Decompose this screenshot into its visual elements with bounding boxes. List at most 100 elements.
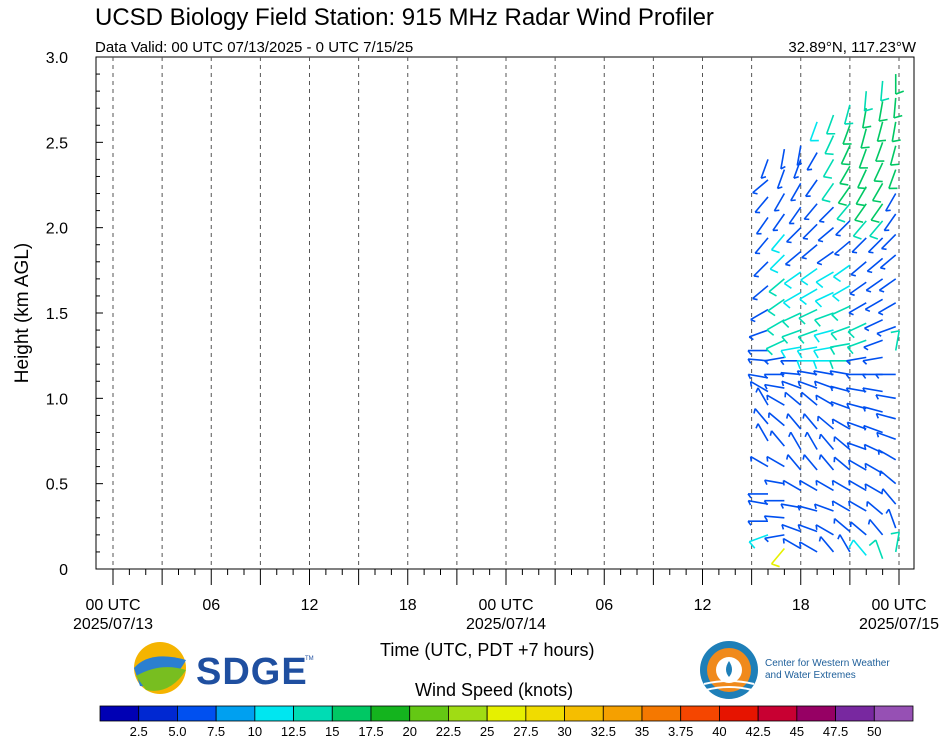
colorbar-swatch <box>254 705 294 722</box>
wind-barb <box>846 339 867 355</box>
y-tick-label: 1.0 <box>46 391 68 408</box>
colorbar-tick-label: 35 <box>635 724 649 739</box>
wind-barb <box>848 302 867 316</box>
wind-barb <box>839 165 851 186</box>
wind-barb <box>747 499 769 506</box>
wind-barb <box>869 220 884 240</box>
wind-barb <box>885 508 897 529</box>
wind-barb <box>836 203 851 223</box>
y-tick-label: 1.5 <box>46 306 68 323</box>
wind-barb <box>780 149 786 170</box>
wind-barb <box>865 278 884 293</box>
wind-barb <box>766 455 785 468</box>
wind-barb <box>854 203 867 224</box>
wind-barb <box>755 423 769 442</box>
wind-barb <box>781 523 802 533</box>
wind-barb <box>846 441 867 451</box>
wind-barb <box>766 319 785 336</box>
wind-barb <box>802 413 818 430</box>
wind-barb <box>815 479 834 492</box>
colorbar-tick-label: 2.5 <box>130 724 148 739</box>
x-axis-label: Time (UTC, PDT +7 hours) <box>380 640 595 660</box>
wind-barb <box>770 548 785 568</box>
wind-barb <box>780 371 801 378</box>
colorbar-swatch <box>138 705 178 722</box>
colorbar: 2.5 5.0 7.5 10 12.5 15 17.5 20 22.5 25 27.5 30 32.5 3… <box>99 705 914 739</box>
colorbar-tick-label: 5.0 <box>168 724 186 739</box>
wind-barb <box>802 454 818 471</box>
wind-barb <box>885 193 897 212</box>
station-coordinates: 32.89°N, 117.23°W <box>788 39 916 56</box>
wind-barb <box>752 285 769 301</box>
wind-barb <box>783 271 802 290</box>
wind-barb <box>747 493 768 499</box>
wind-barb <box>763 383 785 390</box>
wind-barb <box>852 220 867 240</box>
wind-barb <box>855 186 867 207</box>
y-tick-label: 2.5 <box>46 135 68 152</box>
wind-barb <box>822 158 835 179</box>
wind-barb <box>871 182 884 203</box>
wind-barb <box>818 454 835 471</box>
wind-barb <box>798 308 818 325</box>
wind-barb <box>815 394 834 406</box>
wind-barb <box>878 302 897 316</box>
wind-barb <box>883 213 897 232</box>
wind-barb <box>848 500 867 512</box>
wind-barb <box>858 148 868 169</box>
wind-barb <box>800 267 818 286</box>
wind-barb <box>831 305 851 322</box>
cw3e-name-line1: Center for Western Weather <box>765 658 890 669</box>
wind-barbs <box>747 74 905 568</box>
wind-barb <box>864 298 884 313</box>
wind-barb <box>769 254 785 274</box>
wind-barb <box>837 534 851 553</box>
wind-barb <box>813 329 834 343</box>
wind-barb <box>833 264 851 283</box>
wind-barb <box>764 534 785 543</box>
colorbar-tick-label: 27.5 <box>513 724 538 739</box>
wind-barb <box>847 322 867 339</box>
colorbar-swatch <box>680 705 720 722</box>
wind-barb <box>824 135 835 156</box>
wind-barb <box>772 213 786 232</box>
wind-barb <box>851 237 867 254</box>
sdge-logo <box>134 642 186 694</box>
wind-barb <box>876 325 896 337</box>
wind-barb <box>880 80 890 102</box>
wind-barb <box>786 227 802 244</box>
wind-barb <box>765 339 785 356</box>
colorbar-tick-label: 32.5 <box>591 724 616 739</box>
wind-barb <box>850 261 867 277</box>
wind-barb <box>864 319 883 332</box>
wind-barb <box>879 254 897 270</box>
wind-barb <box>846 356 867 365</box>
wind-barb <box>817 227 835 243</box>
sdge-trademark: TM <box>305 656 314 662</box>
wind-barb <box>767 298 785 317</box>
wind-barb <box>767 412 785 427</box>
wind-barb <box>834 240 851 257</box>
colorbar-tick-label: 30 <box>557 724 571 739</box>
wind-barb <box>747 520 768 526</box>
wind-barb <box>793 159 802 179</box>
wind-barb <box>818 206 835 223</box>
wind-barb <box>760 159 769 179</box>
colorbar-swatch <box>331 705 372 722</box>
wind-barb <box>890 330 900 351</box>
wind-barb <box>835 220 851 237</box>
wind-barb <box>875 142 885 162</box>
wind-barb <box>873 162 884 183</box>
wind-barb <box>876 121 887 142</box>
wind-barb <box>780 346 801 359</box>
wind-barb <box>802 223 818 240</box>
wind-barb <box>781 380 802 389</box>
colorbar-tick-label: 45 <box>790 724 804 739</box>
wind-barb <box>815 271 834 289</box>
y-tick-label: 2.0 <box>46 221 68 238</box>
wind-barb <box>799 288 818 306</box>
colorbar-swatch <box>99 705 140 722</box>
wind-barb <box>782 312 802 329</box>
wind-barb <box>867 237 884 254</box>
